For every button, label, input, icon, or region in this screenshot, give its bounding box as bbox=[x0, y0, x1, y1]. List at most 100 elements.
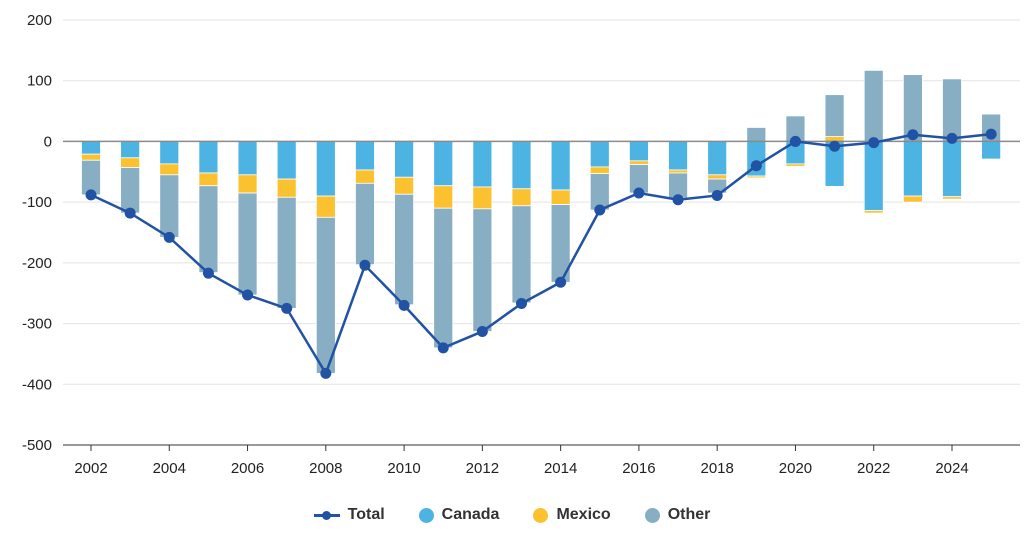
total-point bbox=[124, 207, 136, 219]
bar-canada bbox=[276, 141, 297, 180]
total-point bbox=[85, 189, 97, 201]
bar-other bbox=[863, 69, 884, 142]
total-point bbox=[202, 267, 214, 279]
legend-line-marker-icon bbox=[313, 508, 340, 523]
chart: 200 100 0 -100 -200 -300 -400 -500 2002 2004 2006 2… bbox=[22, 12, 1020, 477]
bar-mexico bbox=[433, 185, 454, 209]
y-tick-label: 200 bbox=[27, 12, 52, 29]
bar-canada bbox=[863, 141, 884, 212]
x-tick-label: 2014 bbox=[544, 460, 577, 477]
bar-canada bbox=[81, 141, 101, 155]
bar-mexico bbox=[315, 195, 336, 218]
bar-canada bbox=[511, 141, 532, 190]
x-tick-label: 2004 bbox=[153, 460, 186, 477]
x-tick-label: 2008 bbox=[309, 460, 342, 477]
y-tick-label: -500 bbox=[22, 437, 52, 454]
bar-mexico bbox=[707, 174, 728, 180]
bar-canada bbox=[315, 141, 336, 197]
bar-canada bbox=[550, 141, 571, 191]
bar-canada bbox=[668, 141, 688, 171]
bar-other bbox=[746, 127, 767, 142]
bar-mexico bbox=[511, 188, 532, 207]
bar-other bbox=[159, 174, 180, 238]
bar-canada bbox=[707, 141, 728, 176]
bar-mexico bbox=[276, 178, 297, 198]
total-point bbox=[946, 132, 958, 144]
bar-canada bbox=[394, 141, 414, 178]
bar-mexico bbox=[472, 186, 493, 210]
x-tick-label: 2018 bbox=[700, 460, 733, 477]
total-point bbox=[516, 298, 527, 310]
total-point bbox=[789, 135, 801, 147]
y-tick-label: 0 bbox=[44, 133, 52, 150]
y-tick-label: 100 bbox=[27, 73, 52, 90]
y-tick-label: -200 bbox=[22, 255, 52, 272]
total-point bbox=[437, 342, 449, 354]
legend-item-canada[interactable]: Canada bbox=[418, 506, 500, 524]
bar-other bbox=[276, 196, 297, 309]
total-point bbox=[242, 289, 254, 301]
legend-item-other[interactable]: Other bbox=[644, 506, 710, 524]
legend-label: Canada bbox=[441, 506, 500, 523]
bar-other bbox=[942, 78, 962, 142]
total-point bbox=[868, 137, 880, 149]
bar-mexico bbox=[159, 163, 180, 176]
legend-circle-icon bbox=[418, 507, 434, 523]
total-point bbox=[711, 189, 723, 201]
bar-canada bbox=[355, 141, 375, 171]
x-tick-label: 2016 bbox=[622, 460, 655, 477]
x-tick-label: 2006 bbox=[231, 460, 264, 477]
total-point bbox=[594, 204, 606, 216]
bar-mexico bbox=[746, 175, 767, 179]
total-point bbox=[359, 259, 371, 271]
total-point bbox=[476, 325, 488, 337]
total-point bbox=[750, 160, 762, 172]
bar-canada bbox=[159, 141, 180, 165]
bar-other bbox=[824, 94, 845, 137]
total-line bbox=[90, 132, 992, 377]
total-point bbox=[555, 276, 567, 288]
bar-canada bbox=[942, 141, 962, 198]
bar-other bbox=[433, 207, 454, 349]
total-point bbox=[398, 299, 410, 311]
bar-mexico bbox=[355, 169, 375, 184]
bar-mexico bbox=[863, 210, 884, 214]
bar-other bbox=[472, 208, 493, 332]
bar-other bbox=[237, 192, 258, 296]
bar-mexico bbox=[120, 157, 141, 168]
bar-canada bbox=[902, 141, 923, 197]
bar-canada bbox=[472, 141, 493, 188]
bar-canada bbox=[981, 141, 1002, 160]
x-tick-label: 2022 bbox=[857, 460, 890, 477]
y-tick-label: -100 bbox=[22, 194, 52, 211]
bar-mexico bbox=[394, 176, 414, 195]
bar-mexico bbox=[550, 189, 571, 205]
total-point bbox=[163, 231, 175, 243]
legend-label: Mexico bbox=[556, 506, 611, 523]
bar-other bbox=[668, 172, 688, 199]
bar-mexico bbox=[198, 172, 219, 187]
bar-canada bbox=[629, 141, 649, 162]
bar-mexico bbox=[589, 166, 610, 175]
total-point bbox=[985, 128, 997, 140]
legend-item-mexico[interactable]: Mexico bbox=[533, 506, 611, 524]
total-point bbox=[633, 187, 645, 199]
bar-other bbox=[511, 205, 532, 304]
bar-other bbox=[355, 182, 375, 266]
y-tick-label: -300 bbox=[22, 316, 52, 333]
bar-mexico bbox=[81, 153, 101, 161]
x-tick-label: 2012 bbox=[466, 460, 499, 477]
bar-mexico bbox=[237, 174, 258, 194]
total-point bbox=[281, 302, 293, 314]
bar-other bbox=[315, 216, 336, 374]
legend-circle-icon bbox=[644, 507, 660, 523]
bar-other bbox=[120, 167, 141, 214]
x-tick-label: 2002 bbox=[74, 460, 107, 477]
bar-other bbox=[198, 185, 219, 273]
bar-mexico bbox=[942, 196, 962, 200]
bar-mexico bbox=[629, 160, 649, 165]
bar-mexico bbox=[668, 169, 688, 174]
legend-item-total[interactable]: Total bbox=[313, 506, 385, 524]
bar-canada bbox=[198, 141, 219, 174]
x-tick-label: 2020 bbox=[779, 460, 812, 477]
